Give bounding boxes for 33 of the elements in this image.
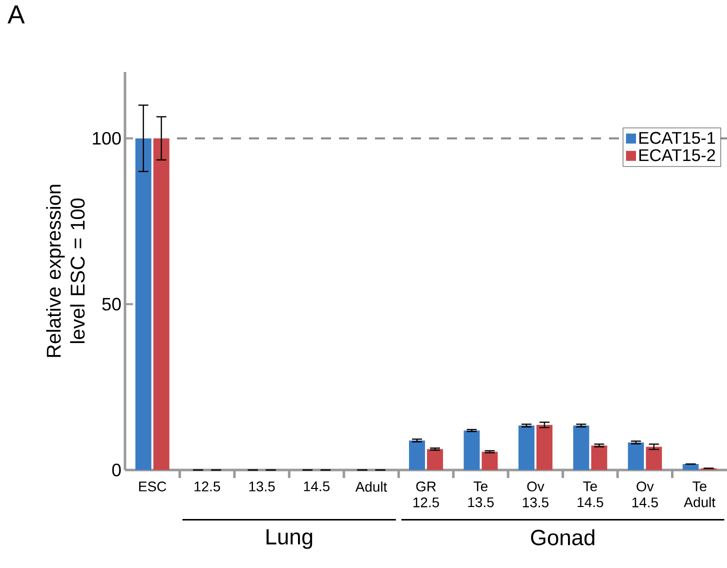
y-tick-label: 100	[92, 132, 121, 145]
y-tick-label: 50	[102, 298, 121, 311]
x-tick-label: 12.5	[194, 482, 220, 492]
x-tick-label: Te 13.5	[468, 482, 494, 508]
x-tick-label: Ov 13.5	[522, 482, 548, 508]
y-tick-label: 0	[112, 464, 121, 476]
bar	[573, 426, 590, 470]
bar	[427, 449, 443, 470]
text: Lung	[266, 529, 312, 549]
bar	[482, 452, 498, 470]
bar	[536, 424, 552, 470]
bar	[409, 440, 426, 470]
legend-label: ECAT15-2	[639, 149, 715, 162]
x-tick-label: Adult	[355, 482, 388, 492]
x-tick-label: Te 14.5	[578, 482, 604, 508]
bar	[628, 442, 644, 470]
y-axis-title: Relative expression level ESC = 100	[46, 184, 85, 357]
bar	[153, 138, 170, 470]
x-tick-label: 13.5	[249, 482, 275, 492]
text: A	[8, 6, 25, 24]
x-tick-label: 14.5	[304, 482, 330, 492]
x-tick-label: GR 12.5	[413, 482, 439, 508]
x-tick-label: ESC	[139, 482, 166, 492]
bar	[518, 426, 534, 470]
bar	[646, 446, 662, 470]
x-tick-label: Te Adult	[684, 482, 716, 508]
text: Gonad	[531, 529, 594, 546]
bar	[464, 430, 480, 470]
legend-label: ECAT15-1	[639, 132, 715, 144]
bar	[135, 138, 152, 470]
x-tick-label: Ov 14.5	[632, 482, 658, 508]
bar	[682, 464, 699, 470]
bar	[591, 445, 608, 470]
